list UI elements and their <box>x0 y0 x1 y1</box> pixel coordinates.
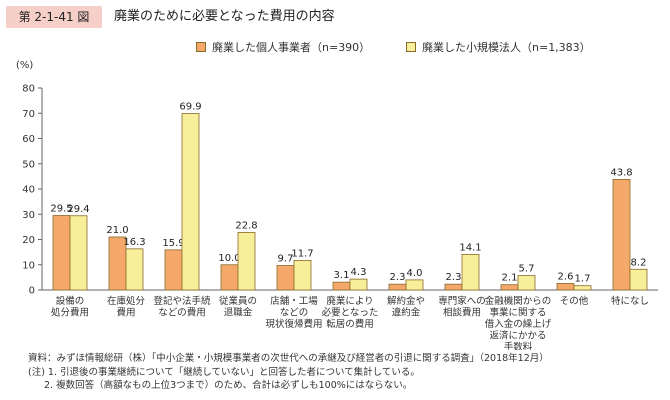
x-category-label: 在庫処分 <box>107 295 146 307</box>
x-category-label: などの <box>280 308 309 319</box>
bar-series-1 <box>556 283 575 291</box>
data-label-series-2: 4.0 <box>407 268 423 279</box>
data-label-series-2: 1.7 <box>575 274 591 285</box>
x-category-label: 設備の <box>56 295 85 307</box>
bar-series-1 <box>276 265 295 291</box>
data-label-series-2: 14.1 <box>459 242 481 253</box>
x-category-label: 借入金の繰上げ <box>485 318 552 330</box>
bar-series-1 <box>52 215 71 291</box>
y-tick-label: 0 <box>29 286 35 297</box>
data-label-series-2: 29.4 <box>67 204 89 215</box>
bar-series-2 <box>125 248 144 291</box>
bar-series-1 <box>388 283 407 291</box>
x-category-label: 相談費用 <box>443 307 481 319</box>
x-category-label: 解約金や <box>387 295 425 307</box>
x-category-label: 登記や法手続 <box>153 295 211 307</box>
legend-item-series-1: 廃業した個人事業者（n=390） <box>196 41 370 55</box>
y-tick-label: 10 <box>22 260 35 271</box>
bar-series-2 <box>237 232 256 291</box>
x-category-label: 専門家への <box>438 295 486 307</box>
bar-chart: (%)0102030405060708029.529.4設備の処分費用21.01… <box>16 60 658 350</box>
x-category-label: 廃業により <box>326 295 373 307</box>
data-label-series-2: 22.8 <box>235 220 257 231</box>
bar-series-2 <box>69 215 88 291</box>
figure-title: 廃業のために必要となった費用の内容 <box>114 9 335 24</box>
x-category-label: 処分費用 <box>51 307 89 319</box>
x-category-label: 返済にかかる <box>489 330 546 342</box>
data-label-series-1: 2.1 <box>502 273 518 284</box>
bar-series-1 <box>444 283 463 291</box>
bar-series-2 <box>405 279 424 291</box>
x-category-label: 金融機関からの <box>485 295 552 307</box>
bar-series-1 <box>332 281 351 291</box>
data-label-series-2: 8.2 <box>631 257 647 268</box>
data-label-series-1: 29.5 <box>50 204 72 215</box>
figure-number-badge: 第 2-1-41 図 <box>6 6 102 28</box>
legend-label-series-2: 廃業した小規模法人（n=1,383） <box>422 41 591 54</box>
legend-item-series-2: 廃業した小規模法人（n=1,383） <box>406 41 591 55</box>
data-label-series-1: 2.6 <box>558 271 574 282</box>
data-label-series-1: 21.0 <box>106 225 128 236</box>
bar-series-2 <box>181 113 200 291</box>
x-category-label: 現状復帰費用 <box>265 318 322 330</box>
y-tick-label: 50 <box>22 159 35 170</box>
y-tick-label: 30 <box>22 210 35 221</box>
x-category-label: 事業に関する <box>489 307 546 319</box>
data-label-series-2: 11.7 <box>291 248 313 259</box>
bar-series-2 <box>461 253 480 291</box>
x-category-label: 必要となった <box>322 307 379 319</box>
legend-label-series-1: 廃業した個人事業者（n=390） <box>212 41 371 54</box>
data-label-series-1: 43.8 <box>610 167 632 178</box>
x-category-label: 退職金 <box>224 307 253 319</box>
y-tick-label: 80 <box>22 84 35 95</box>
data-label-series-1: 2.3 <box>446 272 462 283</box>
x-category-label: 費用 <box>116 307 135 319</box>
data-label-series-2: 5.7 <box>519 264 535 275</box>
bar-series-2 <box>349 278 368 291</box>
bar-series-1 <box>164 249 183 291</box>
source-note: 資料：みずほ情報総研（株）「中小企業・小規模事業者の次世代への承継及び経営者の引… <box>28 353 549 364</box>
data-label-series-2: 4.3 <box>351 267 367 278</box>
x-category-label: 転居の費用 <box>326 318 374 330</box>
bar-series-2 <box>293 260 312 291</box>
x-category-label: 手数料 <box>504 341 533 350</box>
y-tick-label: 60 <box>22 134 35 145</box>
legend-swatch-series-1 <box>196 42 206 52</box>
figure-header: 第 2-1-41 図 廃業のために必要となった費用の内容 <box>0 0 670 34</box>
footnotes: 資料：みずほ情報総研（株）「中小企業・小規模事業者の次世代への承継及び経営者の引… <box>28 352 549 393</box>
footnote-1: (注) 1. 引退後の事業継続について「継続していない」と回答した者について集計… <box>28 366 420 378</box>
x-category-label: 従業員の <box>219 295 257 307</box>
data-label-series-1: 15.9 <box>162 238 184 249</box>
data-label-series-2: 69.9 <box>179 102 201 113</box>
data-label-series-1: 2.3 <box>390 272 406 283</box>
bar-series-2 <box>573 285 592 291</box>
data-label-series-2: 16.3 <box>123 237 145 248</box>
bar-series-2 <box>517 275 536 291</box>
x-category-label: 店舗・工場 <box>270 295 318 307</box>
x-category-label: 特になし <box>611 295 649 307</box>
x-category-label: などの費用 <box>158 307 206 319</box>
data-label-series-1: 9.7 <box>278 254 294 265</box>
bar-series-1 <box>612 179 631 291</box>
y-tick-label: 40 <box>22 185 35 196</box>
y-tick-label: 20 <box>22 235 35 246</box>
legend-swatch-series-2 <box>406 42 416 52</box>
bar-series-1 <box>500 284 519 291</box>
x-category-label: その他 <box>560 295 589 307</box>
bar-series-2 <box>629 268 648 291</box>
footnote-2: 2. 複数回答（高額なもの上位3つまで）のため、合計は必ずしも100%にはならな… <box>44 380 413 391</box>
data-label-series-1: 10.0 <box>218 253 240 264</box>
data-label-series-1: 3.1 <box>334 270 350 281</box>
x-category-label: 違約金 <box>392 307 421 319</box>
y-tick-label: 70 <box>22 109 35 120</box>
bar-series-1 <box>220 264 239 291</box>
y-axis-label: (%) <box>16 60 33 71</box>
